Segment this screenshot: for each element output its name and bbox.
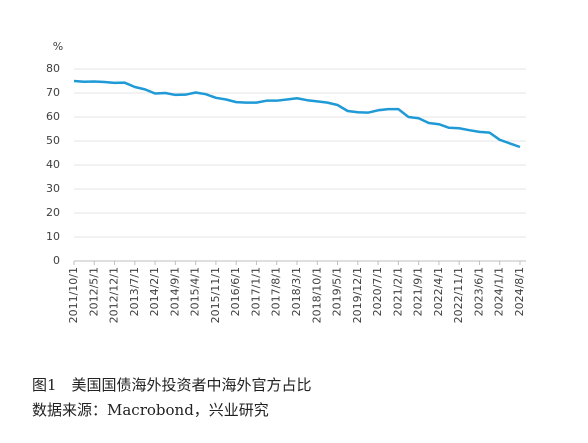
x-tick-label: 2015/11/1 bbox=[209, 267, 222, 323]
y-unit: % bbox=[53, 40, 63, 53]
source: 数据来源：Macrobond，兴业研究 bbox=[32, 401, 269, 419]
y-tick-label: 40 bbox=[46, 158, 60, 171]
y-tick-label: 60 bbox=[46, 110, 60, 123]
y-tick-label: 80 bbox=[46, 62, 60, 75]
x-tick-label: 2021/9/1 bbox=[412, 267, 425, 316]
x-tick-label: 2024/8/1 bbox=[513, 267, 526, 316]
x-tick-label: 2011/10/1 bbox=[67, 267, 80, 323]
x-tick-label: 2015/4/1 bbox=[189, 267, 202, 316]
x-tick-label: 2021/2/1 bbox=[391, 267, 404, 316]
y-tick-label: 30 bbox=[46, 182, 60, 195]
y-tick-label: 20 bbox=[46, 206, 60, 219]
x-tick-label: 2018/10/1 bbox=[310, 267, 323, 323]
y-tick-label: 70 bbox=[46, 86, 60, 99]
x-tick-label: 2012/5/1 bbox=[87, 267, 100, 316]
x-tick-label: 2023/6/1 bbox=[472, 267, 485, 316]
x-tick-label: 2017/8/1 bbox=[270, 267, 283, 316]
x-tick-label: 2022/11/1 bbox=[452, 267, 465, 323]
x-tick-label: 2017/1/1 bbox=[249, 267, 262, 316]
y-tick-label: 50 bbox=[46, 134, 60, 147]
x-tick-label: 2024/1/1 bbox=[493, 267, 506, 316]
x-tick-label: 2014/2/1 bbox=[148, 267, 161, 316]
x-tick-label: 2022/4/1 bbox=[432, 267, 445, 316]
x-tick-label: 2018/3/1 bbox=[290, 267, 303, 316]
y-tick-label: 10 bbox=[46, 230, 60, 243]
x-tick-label: 2019/12/1 bbox=[351, 267, 364, 323]
chart-title: 图1 美国国债海外投资者中海外官方占比 bbox=[32, 376, 312, 394]
x-tick-label: 2020/7/1 bbox=[371, 267, 384, 316]
x-tick-label: 2019/5/1 bbox=[331, 267, 344, 316]
y-tick-label: 0 bbox=[53, 254, 60, 267]
x-tick-label: 2016/6/1 bbox=[229, 267, 242, 316]
x-tick-label: 2012/12/1 bbox=[108, 267, 121, 323]
x-tick-label: 2013/7/1 bbox=[128, 267, 141, 316]
x-tick-label: 2014/9/1 bbox=[168, 267, 181, 316]
line-series bbox=[73, 79, 521, 149]
